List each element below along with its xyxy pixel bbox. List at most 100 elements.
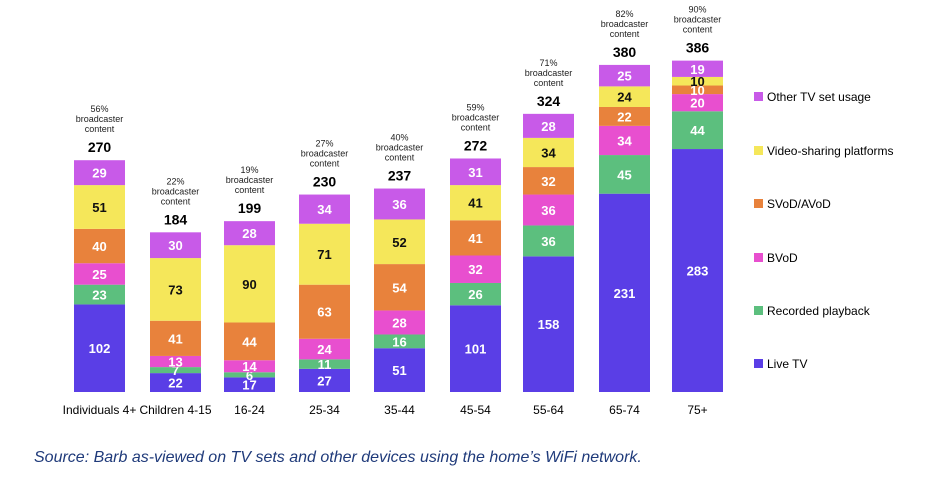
bar-segment-svod-avod	[450, 220, 501, 256]
bar-segment-recorded-playback	[450, 282, 501, 306]
broadcaster-share-text: broadcaster	[452, 112, 500, 122]
bar-segment-video-sharing-platforms	[224, 245, 275, 323]
bar-segment-video-sharing-platforms	[150, 258, 201, 321]
data-label-recorded-playback: 36	[541, 234, 555, 249]
data-label-bvod: 25	[92, 267, 106, 282]
legend-swatch-video-sharing-platforms	[754, 146, 763, 155]
data-label-live-tv: 22	[168, 376, 182, 391]
legend-swatch-recorded-playback	[754, 306, 763, 315]
bar-segment-bvod	[672, 94, 723, 112]
data-label-bvod: 14	[242, 359, 257, 374]
data-label-video-sharing-platforms: 52	[392, 235, 406, 250]
total-label: 270	[88, 139, 112, 155]
data-label-other-tv-set-usage: 28	[242, 226, 256, 241]
bar-segment-recorded-playback	[374, 334, 425, 349]
broadcaster-share-text: broadcaster	[301, 149, 349, 159]
data-label-svod-avod: 40	[92, 239, 106, 254]
source-note: Source: Barb as-viewed on TV sets and ot…	[34, 449, 642, 466]
broadcaster-share-percent: 59%	[466, 102, 484, 112]
legend-label-other-tv-set-usage: Other TV set usage	[767, 90, 871, 104]
data-label-bvod: 24	[317, 342, 332, 357]
bar-segment-other-tv-set-usage	[450, 158, 501, 186]
legend-label-video-sharing-platforms: Video-sharing platforms	[767, 144, 894, 158]
bar-segment-live-tv	[450, 305, 501, 392]
bar-segment-live-tv	[523, 256, 574, 392]
bar-segment-live-tv	[672, 149, 723, 392]
bar-segment-bvod	[450, 255, 501, 283]
legend-label-recorded-playback: Recorded playback	[767, 304, 871, 318]
bar-segment-svod-avod	[74, 228, 125, 264]
legend-swatch-other-tv-set-usage	[754, 92, 763, 101]
bar-segment-recorded-playback	[224, 372, 275, 378]
bar-segment-video-sharing-platforms	[374, 219, 425, 265]
broadcaster-share-text: content	[161, 196, 191, 206]
data-label-svod-avod: 10	[690, 83, 704, 98]
data-label-bvod: 13	[168, 355, 182, 370]
bar-segment-bvod	[224, 360, 275, 373]
data-label-live-tv: 158	[538, 317, 560, 332]
bar-segment-bvod	[74, 263, 125, 285]
bar-segment-other-tv-set-usage	[523, 113, 574, 138]
bar-segment-recorded-playback	[672, 111, 723, 150]
data-label-video-sharing-platforms: 24	[617, 90, 632, 105]
data-label-video-sharing-platforms: 51	[92, 200, 106, 215]
bar-segment-bvod	[523, 194, 574, 226]
data-label-other-tv-set-usage: 25	[617, 69, 631, 84]
total-label: 380	[613, 44, 637, 60]
legend-label-bvod: BVoD	[767, 251, 798, 265]
data-label-bvod: 34	[617, 133, 632, 148]
legend-label-live-tv: Live TV	[767, 357, 807, 371]
broadcaster-share-text: broadcaster	[76, 114, 124, 124]
broadcaster-share-text: content	[461, 122, 491, 132]
data-label-recorded-playback: 7	[172, 363, 179, 378]
data-label-live-tv: 51	[392, 363, 406, 378]
total-label: 324	[537, 93, 561, 109]
bar-segment-recorded-playback	[150, 367, 201, 374]
category-label: 45-54	[460, 403, 491, 417]
bar-segment-other-tv-set-usage	[224, 221, 275, 246]
category-label: 35-44	[384, 403, 415, 417]
data-label-other-tv-set-usage: 28	[541, 119, 555, 134]
bar-segment-video-sharing-platforms	[74, 185, 125, 229]
broadcaster-share-text: broadcaster	[152, 186, 200, 196]
category-label: Children 4-15	[139, 403, 211, 417]
broadcaster-share-text: content	[385, 153, 415, 163]
bar-segment-video-sharing-platforms	[523, 137, 574, 168]
data-label-recorded-playback: 45	[617, 167, 631, 182]
total-label: 230	[313, 174, 337, 190]
bar-segment-recorded-playback	[599, 155, 650, 194]
data-label-svod-avod: 41	[468, 231, 482, 246]
data-label-recorded-playback: 44	[690, 123, 705, 138]
broadcaster-share-percent: 56%	[90, 104, 108, 114]
data-label-recorded-playback: 26	[468, 287, 482, 302]
broadcaster-share-text: content	[534, 78, 564, 88]
bar-segment-video-sharing-platforms	[450, 185, 501, 221]
data-label-bvod: 28	[392, 315, 406, 330]
bar-segment-svod-avod	[374, 264, 425, 311]
data-label-live-tv: 17	[242, 378, 256, 393]
broadcaster-share-percent: 22%	[166, 176, 184, 186]
data-label-svod-avod: 32	[541, 174, 555, 189]
broadcaster-share-text: content	[235, 185, 265, 195]
data-label-video-sharing-platforms: 73	[168, 282, 182, 297]
bar-segment-svod-avod	[150, 320, 201, 356]
broadcaster-share-text: broadcaster	[674, 15, 722, 25]
data-label-live-tv: 231	[614, 286, 636, 301]
data-label-svod-avod: 44	[242, 334, 257, 349]
data-label-other-tv-set-usage: 30	[168, 238, 182, 253]
data-label-video-sharing-platforms: 10	[690, 74, 704, 89]
bar-segment-bvod	[150, 355, 201, 368]
data-label-live-tv: 101	[465, 342, 487, 357]
data-label-video-sharing-platforms: 41	[468, 196, 482, 211]
data-label-svod-avod: 22	[617, 109, 631, 124]
legend-swatch-bvod	[754, 253, 763, 262]
broadcaster-share-text: broadcaster	[525, 68, 573, 78]
data-label-svod-avod: 54	[392, 280, 407, 295]
data-label-recorded-playback: 11	[318, 357, 332, 372]
bar-segment-recorded-playback	[523, 225, 574, 257]
data-label-other-tv-set-usage: 31	[468, 165, 482, 180]
bar-segment-svod-avod	[672, 85, 723, 95]
data-label-svod-avod: 41	[168, 331, 182, 346]
total-label: 237	[388, 168, 412, 184]
bar-segment-live-tv	[599, 193, 650, 392]
